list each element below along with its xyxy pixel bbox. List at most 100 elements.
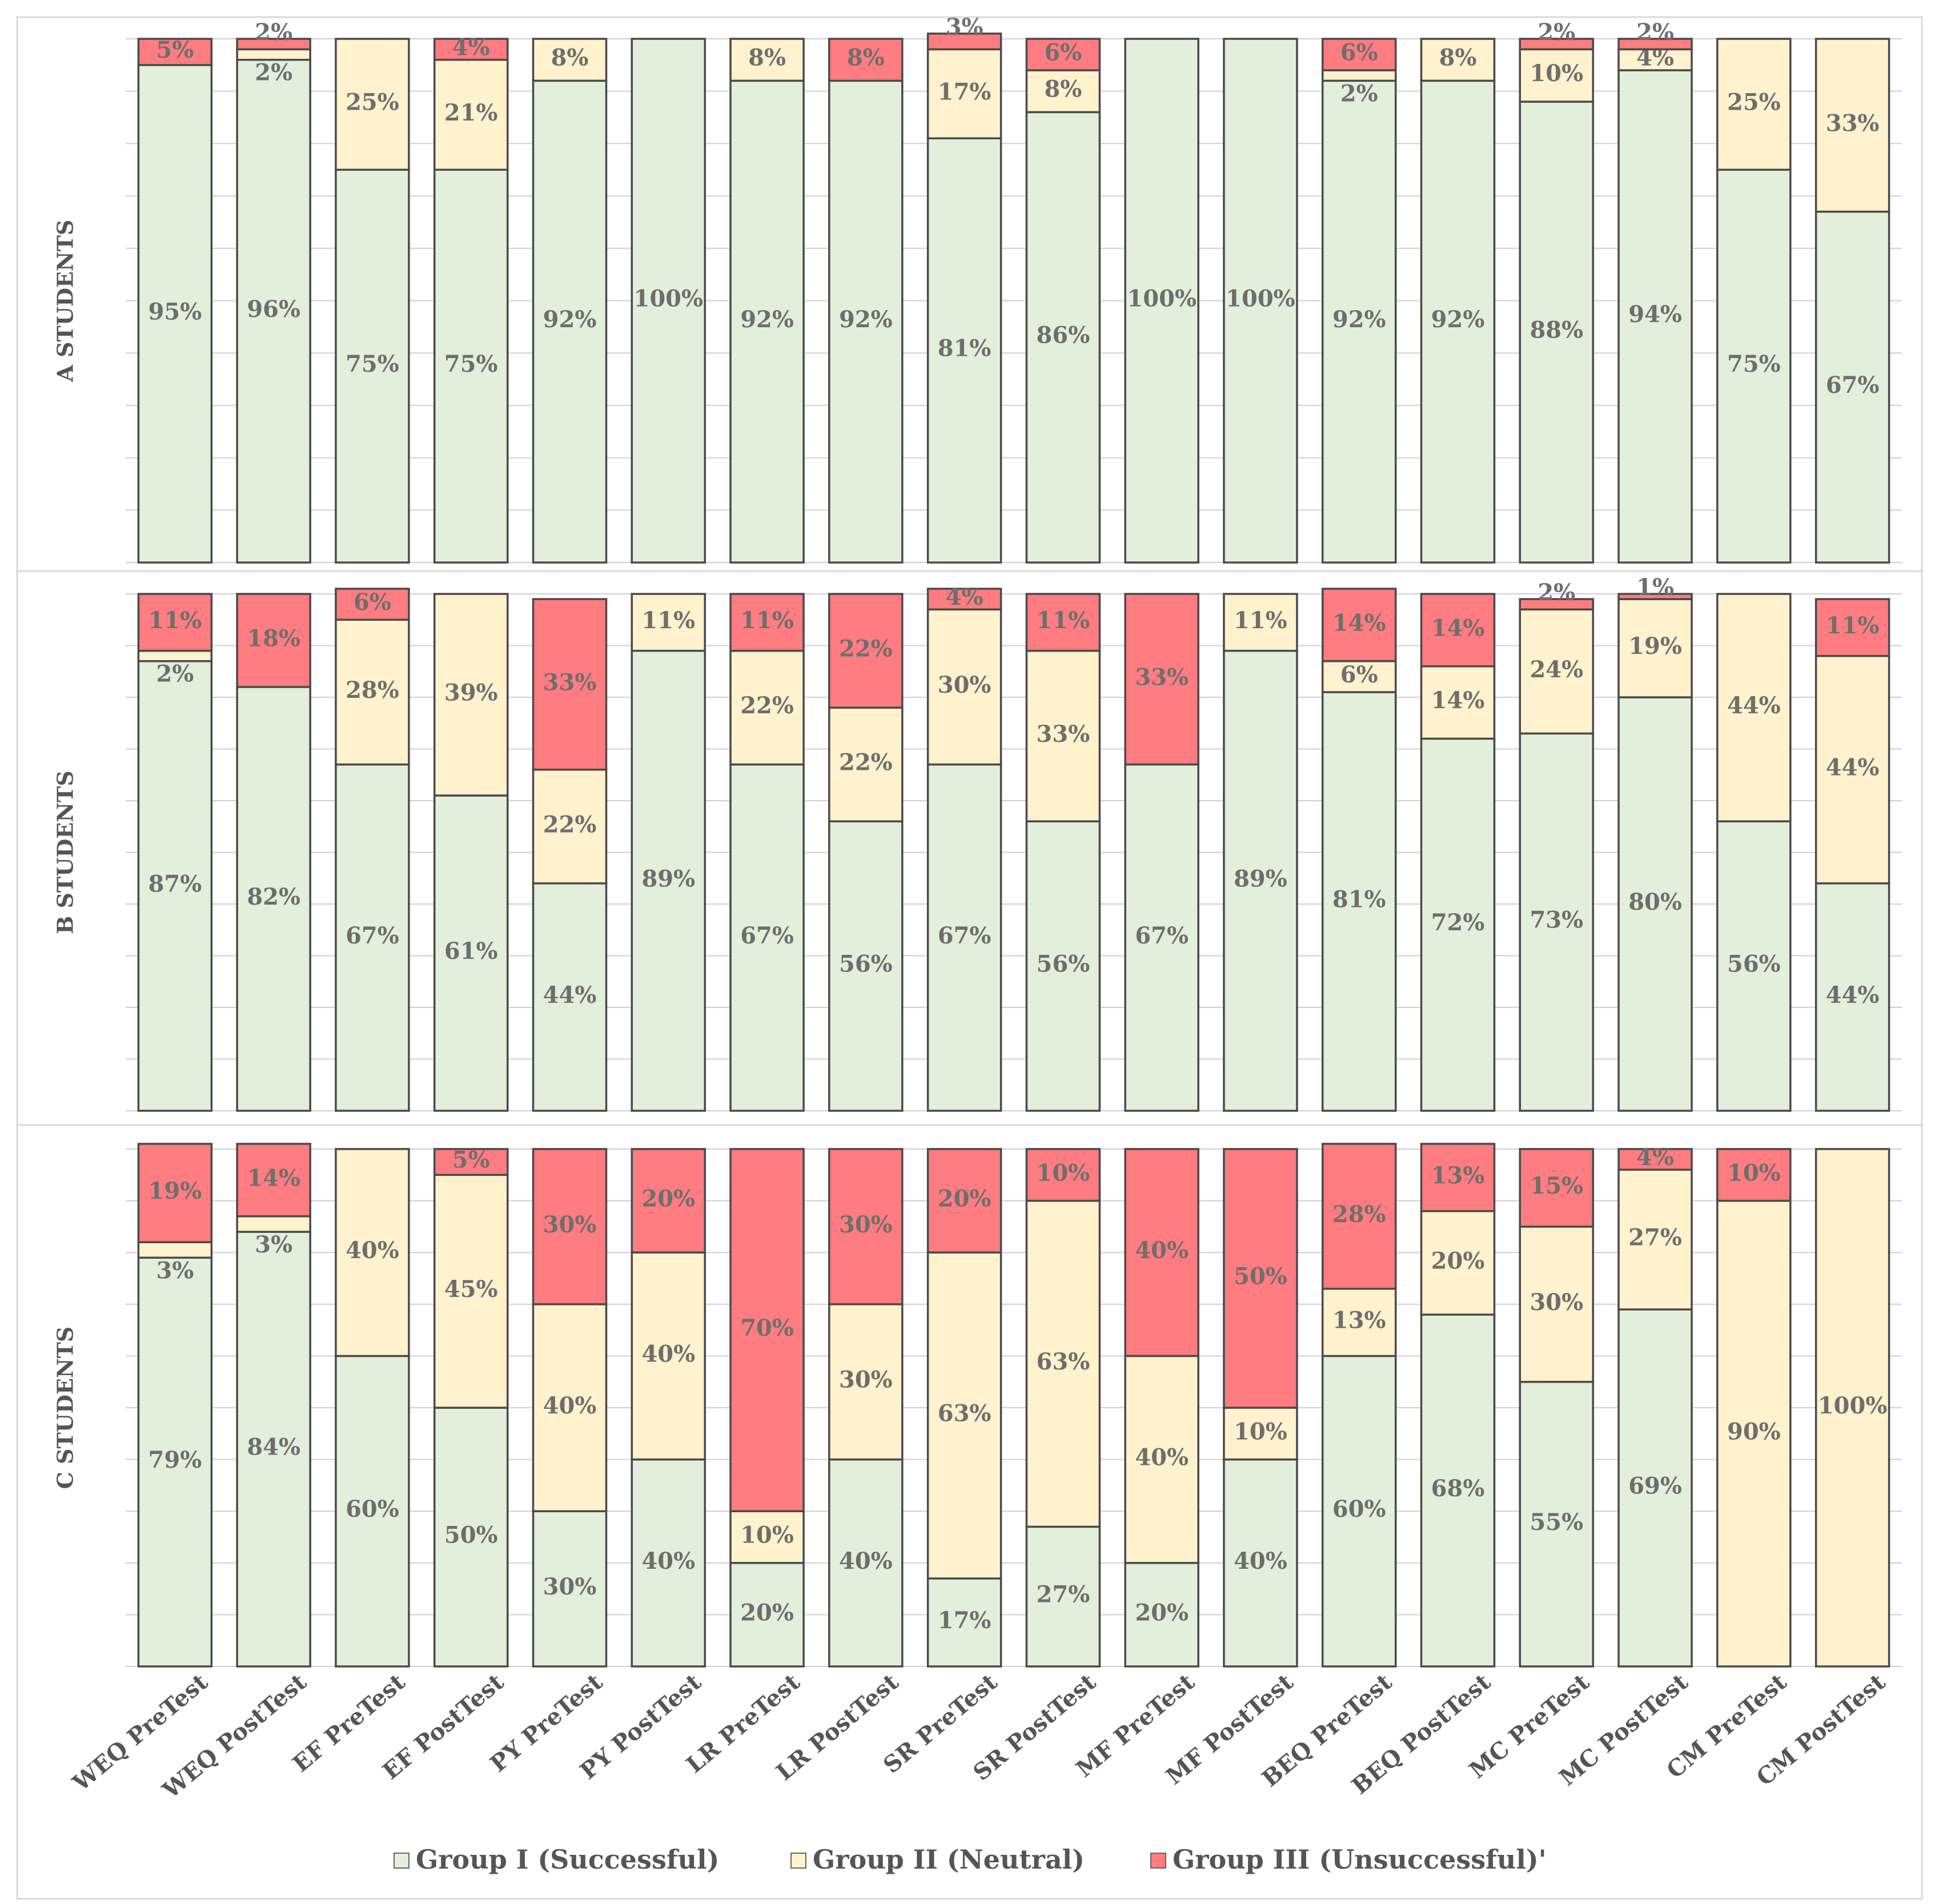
bar-segment-group-iii-unsuccessful — [1124, 1148, 1199, 1357]
data-label: 73% — [1529, 907, 1583, 934]
bar-segment-group-i-successful — [631, 38, 706, 564]
chart-panels: A STUDENTS 95% 5% 96% 2% 2% 75% 25% 75% 21% 4% 92% 8… — [53, 14, 1902, 1668]
bar-segment-group-i-successful — [1025, 820, 1101, 1112]
bar-segment-group-ii-neutral — [137, 649, 213, 662]
bar-segment-group-iii-unsuccessful — [1124, 593, 1199, 766]
bar-mc-pretest: 73% 24% 2% — [1519, 579, 1595, 1112]
bar-segment-group-i-successful — [631, 649, 706, 1112]
bar-segment-group-iii-unsuccessful — [433, 1148, 509, 1176]
data-label: 100% — [1127, 286, 1197, 312]
bar-py-posttest: 89% 11% — [631, 593, 706, 1112]
data-label: 50% — [1234, 1263, 1287, 1290]
data-label: 40% — [1234, 1548, 1287, 1574]
data-label: 81% — [938, 335, 991, 362]
data-label: 92% — [740, 306, 794, 333]
bar-segment-group-ii-neutral — [828, 1303, 904, 1461]
panel-title: C STUDENTS — [53, 1327, 78, 1489]
bar-segment-group-ii-neutral — [1025, 1199, 1101, 1528]
bar-segment-group-iii-unsuccessful — [433, 38, 509, 61]
bar-segment-group-ii-neutral — [1223, 1407, 1298, 1461]
legend-item-group-ii-neutral: Group II (Neutral) — [790, 1844, 1085, 1875]
bar-segment-group-i-successful — [137, 660, 213, 1112]
data-label: 20% — [1135, 1599, 1189, 1626]
legend-label: Group I (Successful) — [416, 1844, 719, 1875]
data-label: 15% — [1529, 1172, 1583, 1199]
bar-mc-pretest: 55% 30% 15% — [1519, 1148, 1595, 1668]
data-label: 96% — [247, 296, 300, 323]
panel-title: A STUDENTS — [53, 220, 78, 383]
bar-segment-group-i-successful — [532, 1510, 608, 1668]
bar-segment-group-iii-unsuccessful — [1519, 38, 1595, 51]
bar-segment-group-ii-neutral — [532, 768, 608, 885]
bar-segment-group-i-successful — [1519, 732, 1595, 1112]
data-label: 13% — [1431, 1162, 1485, 1189]
bar-segment-group-i-successful — [1321, 691, 1397, 1112]
data-label: 30% — [1529, 1289, 1583, 1316]
bar-segment-group-i-successful — [137, 1256, 213, 1668]
legend: Group I (Successful) Group II (Neutral) Gr… — [394, 1844, 1547, 1875]
bar-segment-group-ii-neutral — [926, 1251, 1002, 1580]
bar-segment-group-ii-neutral — [729, 1510, 805, 1564]
data-label: 75% — [346, 351, 399, 377]
data-label: 6% — [1044, 39, 1082, 66]
bar-segment-group-ii-neutral — [335, 38, 410, 171]
data-label: 69% — [1628, 1472, 1682, 1499]
bar-ef-pretest: 67% 28% 6% — [335, 588, 410, 1112]
bar-segment-group-i-successful — [1124, 763, 1199, 1112]
bar-cm-pretest: 90% 10% — [1716, 1148, 1792, 1668]
bar-ef-posttest: 75% 21% 4% — [433, 34, 509, 564]
bar-segment-group-i-successful — [828, 1458, 904, 1668]
bar-segment-group-iii-unsuccessful — [828, 593, 904, 709]
bar-segment-group-iii-unsuccessful — [1025, 1148, 1101, 1202]
bar-segment-group-i-successful — [1321, 1355, 1397, 1668]
bar-segment-group-i-successful — [729, 763, 805, 1112]
data-label: 33% — [543, 669, 597, 696]
bar-segment-group-iii-unsuccessful — [137, 593, 213, 652]
legend-swatch — [1150, 1853, 1166, 1869]
bar-segment-group-iii-unsuccessful — [926, 33, 1002, 51]
data-label: 44% — [543, 982, 597, 1009]
bar-segment-group-ii-neutral — [137, 1241, 213, 1259]
bar-mf-posttest: 100% — [1223, 38, 1298, 564]
data-label: 2% — [156, 661, 194, 688]
data-label: 20% — [740, 1599, 794, 1626]
data-label: 1% — [1636, 574, 1674, 601]
bar-segment-group-ii-neutral — [729, 649, 805, 766]
bar-segment-group-iii-unsuccessful — [1223, 1148, 1298, 1409]
bar-segment-group-i-successful — [1716, 820, 1792, 1112]
data-label: 24% — [1529, 656, 1583, 683]
bar-segment-group-ii-neutral — [926, 48, 1002, 139]
bar-segment-group-ii-neutral — [433, 593, 509, 797]
data-label: 70% — [740, 1315, 794, 1341]
data-label: 89% — [641, 865, 695, 892]
bar-segment-group-ii-neutral — [335, 1148, 410, 1357]
data-label: 20% — [641, 1186, 695, 1212]
bar-lr-pretest: 20% 10% 70% — [729, 1148, 805, 1668]
bar-sr-posttest: 27% 63% 10% — [1025, 1148, 1101, 1668]
bar-segment-group-ii-neutral — [532, 38, 608, 82]
data-label: 20% — [1431, 1247, 1485, 1274]
bar-weq-posttest: 96% 2% 2% — [236, 19, 311, 564]
data-label: 40% — [839, 1548, 893, 1574]
bar-mf-posttest: 40% 10% 50% — [1223, 1148, 1298, 1668]
bar-weq-posttest: 82% 18% — [236, 593, 311, 1112]
data-label: 84% — [247, 1433, 300, 1460]
bar-segment-group-iii-unsuccessful — [828, 38, 904, 82]
data-label: 3% — [255, 1231, 292, 1258]
bar-segment-group-i-successful — [335, 168, 410, 564]
bar-weq-pretest: 79% 3% 19% — [137, 1143, 213, 1668]
bar-segment-group-iii-unsuccessful — [532, 598, 608, 771]
bar-cm-posttest: 100% — [1814, 1148, 1890, 1668]
bar-segment-group-ii-neutral — [236, 1215, 311, 1233]
bar-beq-pretest: 81% 6% 14% — [1321, 588, 1397, 1112]
bar-segment-group-iii-unsuccessful — [926, 1148, 1002, 1254]
data-label: 82% — [247, 883, 300, 910]
data-label: 30% — [839, 1211, 893, 1238]
data-label: 5% — [452, 1147, 490, 1174]
bar-segment-group-ii-neutral — [1321, 69, 1397, 82]
data-label: 95% — [148, 298, 202, 325]
bar-cm-pretest: 56% 44% — [1716, 593, 1792, 1112]
data-label: 67% — [346, 922, 399, 949]
data-label: 56% — [1037, 951, 1090, 978]
